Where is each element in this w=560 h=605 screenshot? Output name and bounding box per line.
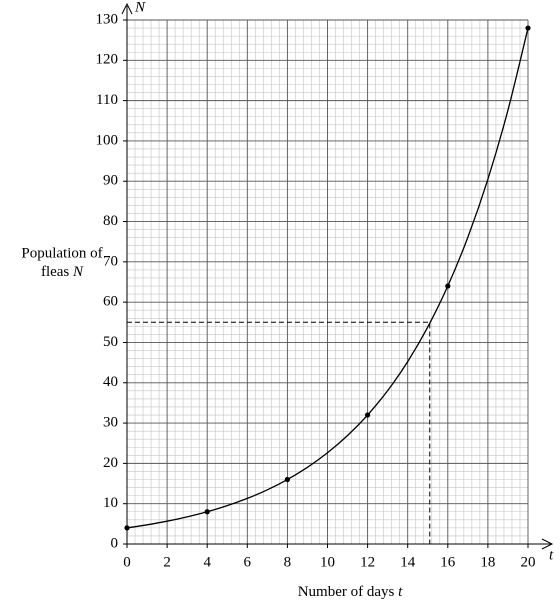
y-tick-label: 10 (103, 495, 118, 511)
y-axis-label: fleas (41, 264, 69, 280)
x-axis-label-symbol: t (398, 584, 403, 600)
x-axis-arrow (541, 538, 554, 550)
x-tick-label: 8 (284, 554, 292, 570)
x-tick-label: 2 (163, 554, 171, 570)
y-tick-label: 50 (103, 334, 118, 350)
y-tick-label: 40 (103, 374, 118, 390)
data-point (525, 25, 531, 31)
x-tick-label: 16 (440, 554, 456, 570)
y-tick-label: 90 (103, 173, 118, 189)
y-axis-symbol: N (134, 0, 146, 15)
x-tick-label: 12 (360, 554, 375, 570)
data-point (124, 525, 130, 531)
data-point (204, 509, 210, 515)
y-tick-label: 60 (103, 294, 118, 310)
x-tick-label: 10 (320, 554, 335, 570)
x-tick-label: 20 (521, 554, 536, 570)
y-tick-label: 0 (111, 535, 119, 551)
x-tick-label: 4 (203, 554, 211, 570)
x-tick-label: 18 (480, 554, 495, 570)
y-tick-label: 20 (103, 455, 118, 471)
y-tick-label: 100 (96, 132, 119, 148)
y-tick-label: 30 (103, 415, 118, 431)
grid (126, 19, 529, 545)
y-tick-label: 80 (103, 213, 118, 229)
y-tick-label: 130 (96, 11, 119, 27)
x-axis-label: Number of days t (298, 584, 403, 600)
y-axis-label: Population of (21, 245, 102, 261)
reading-line (127, 321, 431, 544)
x-tick-label: 0 (123, 554, 131, 570)
y-axis-label: fleas N (41, 264, 84, 280)
y-axis-arrow (121, 2, 133, 15)
data-point (445, 283, 451, 289)
x-axis-label: Number of days (298, 584, 395, 600)
data-point (284, 476, 290, 483)
y-axis-label-symbol: N (72, 264, 84, 280)
y-tick-label: 70 (103, 253, 118, 269)
y-tick-label: 120 (96, 52, 119, 68)
x-tick-label: 14 (400, 554, 416, 570)
x-tick-label: 6 (244, 554, 252, 570)
data-point (365, 412, 371, 418)
y-tick-label: 110 (96, 92, 118, 108)
curve (126, 27, 529, 529)
x-axis-symbol: t (549, 547, 554, 563)
